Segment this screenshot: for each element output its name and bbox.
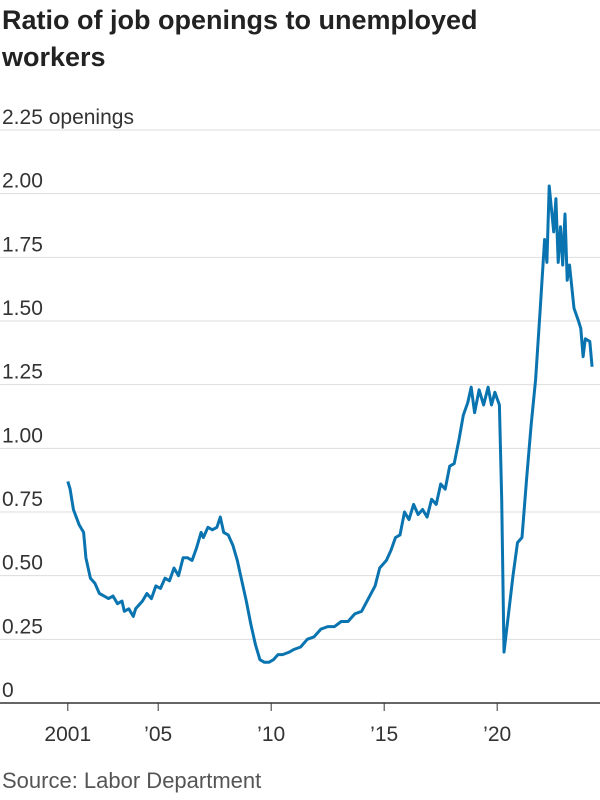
- y-tick-label: 0: [2, 679, 14, 702]
- y-tick-label: 0.25: [2, 615, 43, 638]
- y-tick-label: 1.50: [2, 297, 43, 320]
- chart-title: Ratio of job openings to unemployed work…: [2, 5, 478, 72]
- x-tick-label: ’15: [370, 723, 398, 746]
- x-tick-label: ’20: [483, 723, 511, 746]
- data-line: [66, 184, 594, 664]
- x-tick-label: 2001: [44, 723, 91, 746]
- y-tick-label: 0.75: [2, 488, 43, 511]
- source-note: Source: Labor Department: [2, 768, 262, 793]
- x-tick-label: ’05: [144, 723, 172, 746]
- y-tick-label: 1.00: [2, 424, 43, 447]
- y-tick-label: 2.00: [2, 170, 43, 193]
- y-tick-label: 0.50: [2, 552, 43, 575]
- x-tick-label: ’10: [257, 723, 285, 746]
- y-tick-label: 2.25 openings: [2, 106, 134, 129]
- y-tick-label: 1.25: [2, 361, 43, 384]
- y-tick-label: 1.75: [2, 233, 43, 256]
